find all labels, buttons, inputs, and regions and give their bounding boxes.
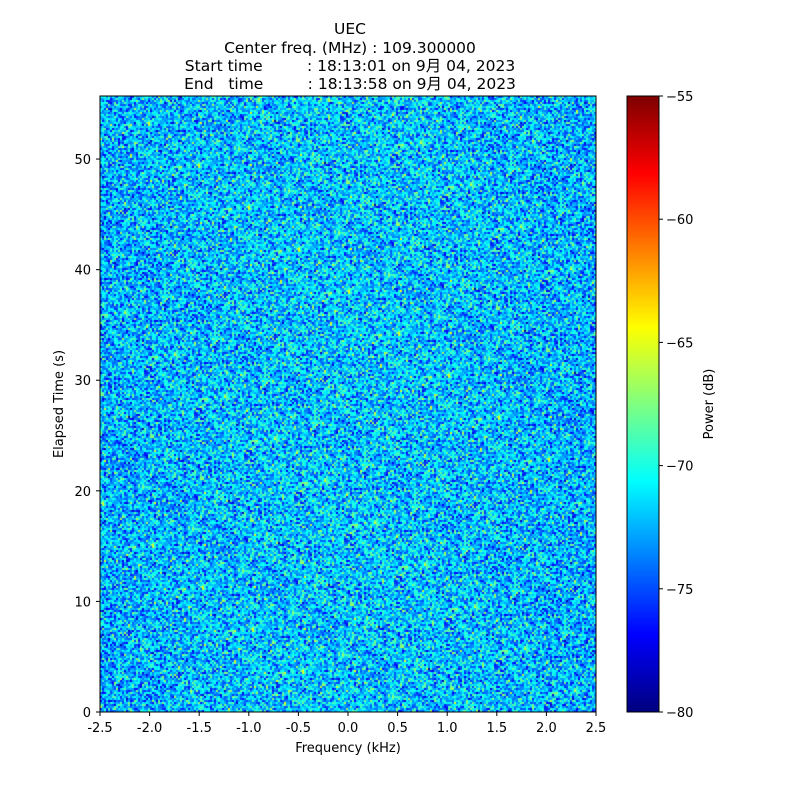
x-tick-label: -2.0	[137, 721, 162, 736]
colorbar-label: Power (dB)	[702, 369, 717, 440]
y-tick-label: 10	[74, 595, 91, 610]
x-tick-label: 0.5	[387, 721, 408, 736]
y-tick-label: 30	[74, 374, 91, 389]
title-line-1: UEC	[334, 20, 366, 38]
colorbar-frame	[626, 95, 660, 713]
y-tick-label: 40	[74, 264, 91, 279]
x-tick-label: 2.0	[536, 721, 557, 736]
colorbar-tick-label: −65	[666, 336, 693, 351]
title-line-2: Center freq. (MHz) : 109.300000	[224, 39, 476, 57]
title-line-4: End time : 18:13:58 on 9月 04, 2023	[184, 75, 516, 93]
title-line-3: Start time : 18:13:01 on 9月 04, 2023	[184, 57, 516, 75]
colorbar	[627, 96, 659, 712]
x-tick-label: 1.0	[437, 721, 458, 736]
x-tick-label: -0.5	[286, 721, 311, 736]
colorbar-tick-label: −55	[666, 90, 693, 105]
colorbar-tick-label: −70	[666, 460, 693, 475]
plot-frame	[99, 95, 597, 713]
x-tick-label: 2.5	[586, 721, 607, 736]
y-tick-label: 50	[74, 153, 91, 168]
colorbar-tick-label: −60	[666, 213, 693, 228]
colorbar-tick-label: −75	[666, 583, 693, 598]
colorbar-tick-label: −80	[666, 706, 693, 721]
x-tick-label: -1.5	[187, 721, 212, 736]
spectrogram-heatmap	[100, 96, 596, 712]
y-tick-label: 20	[74, 485, 91, 500]
x-tick-label: 1.5	[486, 721, 507, 736]
x-tick-label: 0.0	[338, 721, 359, 736]
x-axis-label: Frequency (kHz)	[295, 741, 401, 756]
x-tick-label: -2.5	[87, 721, 112, 736]
y-tick-label: 0	[83, 706, 91, 721]
x-tick-label: -1.0	[236, 721, 261, 736]
y-axis-label: Elapsed Time (s)	[52, 350, 67, 458]
